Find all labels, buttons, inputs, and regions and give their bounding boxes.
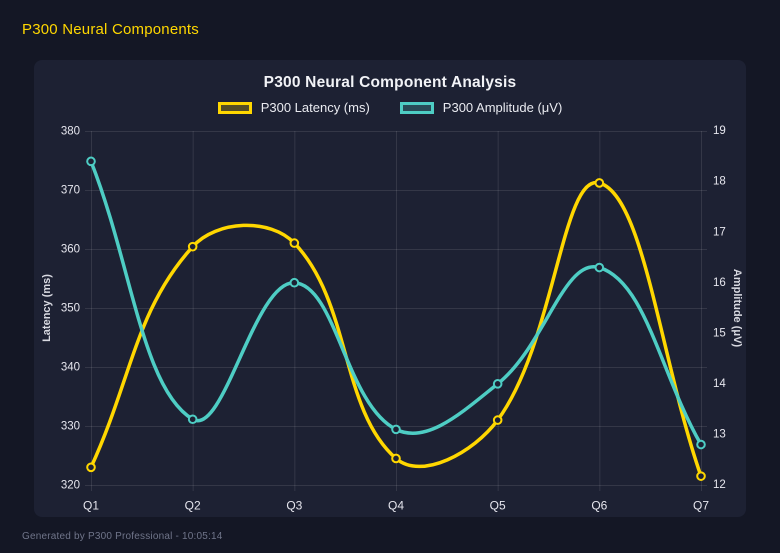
page-title: P300 Neural Components [22, 21, 200, 38]
chart-card: P300 Neural Component Analysis P300 Late… [34, 60, 746, 517]
legend-label-amplitude: P300 Amplitude (μV) [442, 100, 563, 115]
latency-swatch-icon [217, 101, 252, 114]
chart-canvas[interactable] [34, 60, 746, 517]
legend-item-amplitude[interactable]: P300 Amplitude (μV) [399, 100, 563, 115]
legend-item-latency[interactable]: P300 Latency (ms) [217, 100, 370, 115]
chart-title: P300 Neural Component Analysis [263, 74, 517, 91]
legend-label-latency: P300 Latency (ms) [260, 100, 370, 115]
amplitude-swatch-icon [399, 101, 434, 114]
footer-status-text: Generated by P300 Professional - 10:05:1… [22, 531, 223, 542]
chart-legend: P300 Latency (ms) P300 Amplitude (μV) [34, 100, 746, 115]
